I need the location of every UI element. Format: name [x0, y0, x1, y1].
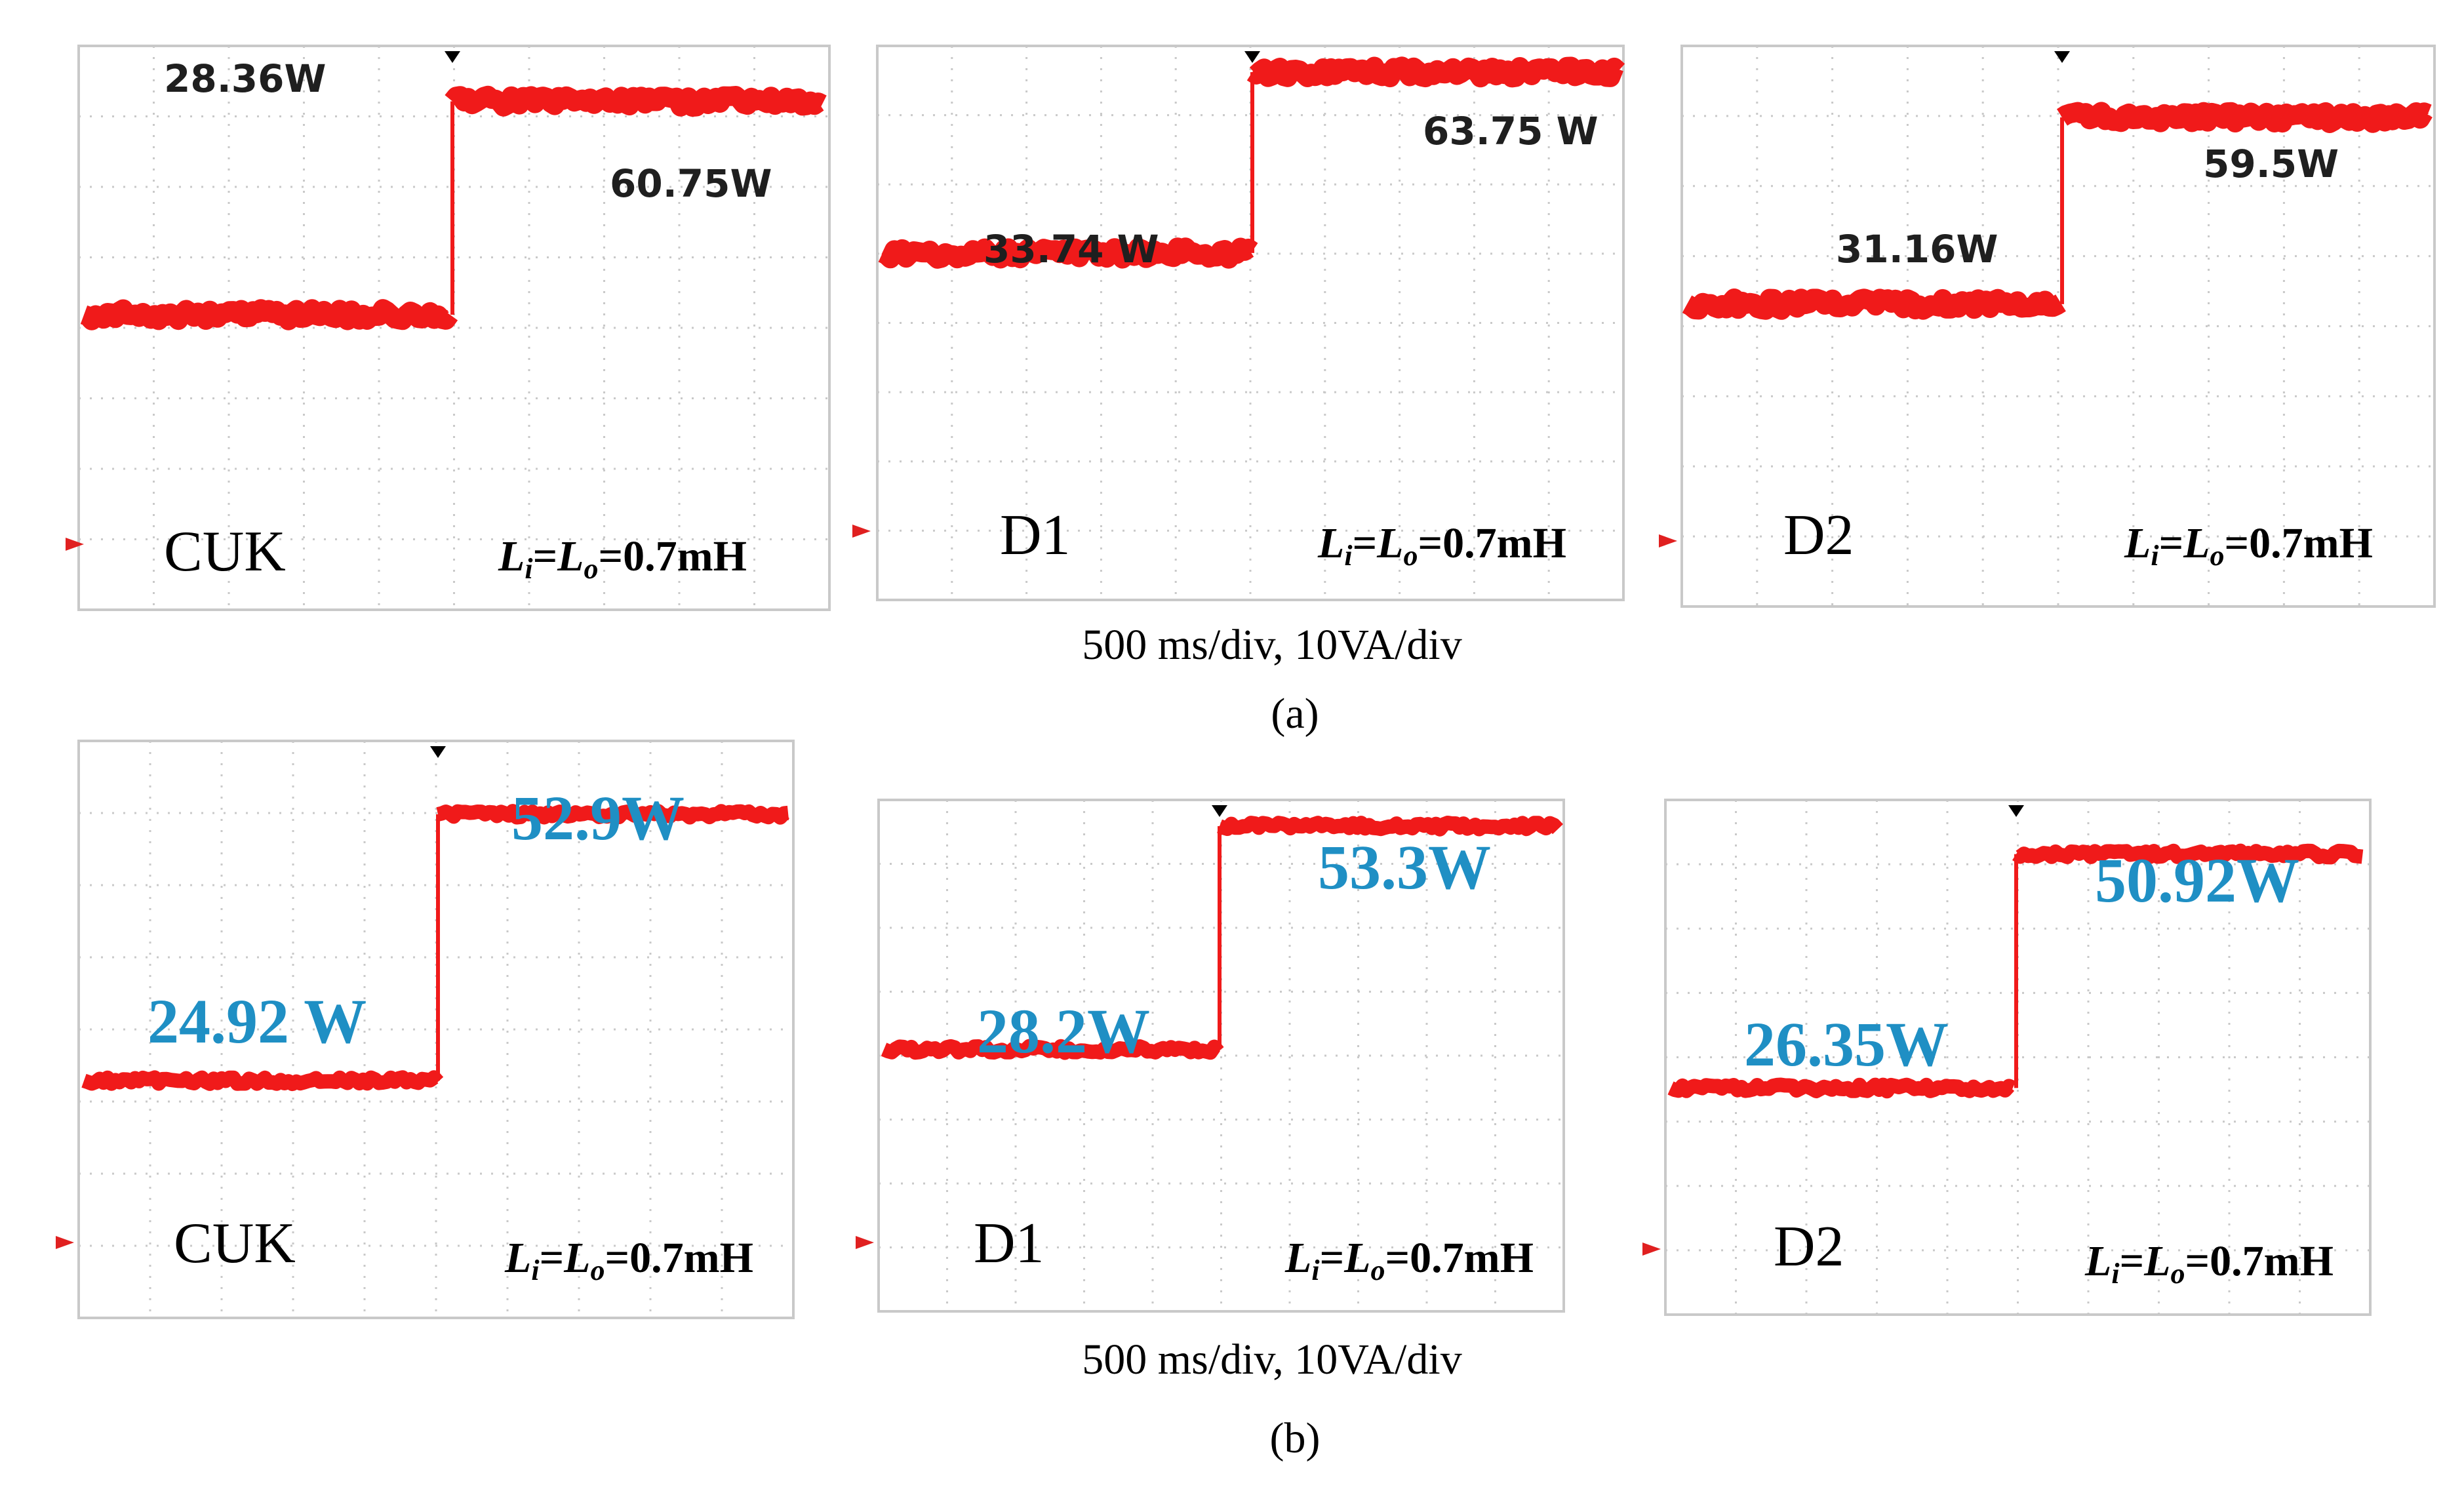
channel-marker-icon — [66, 538, 84, 551]
topology-label: D2 — [1783, 504, 1854, 567]
trace-after-step — [2012, 843, 2366, 865]
inductance-annotation: Li=Lo=0.7mH — [504, 1234, 753, 1286]
topology-label: CUK — [164, 520, 286, 584]
power-before-label: 33.74 W — [984, 227, 1159, 271]
inductance-annotation: Li=Lo=0.7mH — [498, 532, 747, 585]
trigger-marker-icon — [430, 746, 446, 758]
trigger-marker-icon — [1212, 805, 1227, 817]
scale-caption: 500 ms/div, 10VA/div — [1082, 1336, 1461, 1383]
inductance-annotation: Li=Lo=0.7mH — [2084, 1237, 2334, 1290]
scale-caption: 500 ms/div, 10VA/div — [1082, 621, 1461, 669]
subfigure-tag: (b) — [1270, 1414, 1321, 1462]
trace-before-step — [81, 1070, 444, 1092]
power-before-label: 28.2W — [977, 996, 1150, 1066]
inductance-annotation: Li=Lo=0.7mH — [1284, 1234, 1534, 1286]
channel-marker-icon — [1659, 534, 1677, 547]
channel-marker-icon — [856, 1236, 874, 1249]
oscillogram-panel-3: 31.16W 59.5W D2 Li=Lo=0.7mH — [1659, 45, 2436, 608]
power-after-label: 60.75W — [610, 161, 772, 206]
power-before-label: 28.36W — [164, 56, 326, 101]
subfigure-tag: (a) — [1271, 690, 1319, 738]
topology-label: D1 — [974, 1212, 1044, 1275]
topology-label: D1 — [1000, 504, 1071, 567]
oscillogram-panel-1: 28.36W 60.75W CUK Li=Lo=0.7mH — [66, 45, 831, 611]
channel-marker-icon — [56, 1236, 74, 1249]
trace-after-step — [1216, 816, 1563, 837]
channel-marker-icon — [852, 525, 871, 538]
trace-before-step — [881, 1039, 1224, 1060]
inductance-annotation: Li=Lo=0.7mH — [2124, 519, 2373, 572]
power-before-label: 24.92 W — [148, 986, 367, 1056]
oscillogram-panel-4: 24.92 W 52.9W CUK Li=Lo=0.7mH — [56, 740, 795, 1319]
power-after-label: 59.5W — [2203, 142, 2339, 186]
power-before-label: 31.16W — [1836, 227, 1998, 271]
topology-label: CUK — [174, 1212, 296, 1275]
oscillogram-panel-2: 33.74 W 63.75 W D1 Li=Lo=0.7mH — [852, 45, 1625, 601]
oscillogram-panel-5: 28.2W 53.3W D1 Li=Lo=0.7mH — [856, 799, 1565, 1313]
trace-after-step — [2056, 102, 2434, 133]
grid — [79, 46, 829, 610]
trigger-marker-icon — [1244, 51, 1260, 63]
power-after-label: 50.92W — [2095, 845, 2299, 915]
topology-label: D2 — [1774, 1215, 1844, 1279]
trigger-marker-icon — [2008, 805, 2024, 817]
trace-before-step — [877, 237, 1258, 269]
oscillogram-panel-6: 26.35W 50.92W D2 Li=Lo=0.7mH — [1642, 799, 2372, 1316]
power-after-label: 52.9W — [511, 783, 685, 853]
trigger-marker-icon — [445, 51, 460, 63]
trace-before-step — [1667, 1077, 2016, 1099]
trace-after-step — [445, 85, 828, 117]
channel-marker-icon — [1642, 1242, 1661, 1256]
trace-before-step — [78, 299, 458, 330]
power-after-label: 53.3W — [1318, 832, 1491, 902]
trace-before-step — [1681, 288, 2067, 320]
trace-after-step — [1246, 56, 1625, 88]
power-after-label: 63.75 W — [1423, 109, 1599, 153]
inductance-annotation: Li=Lo=0.7mH — [1317, 519, 1566, 572]
grid — [1682, 46, 2434, 606]
trace-after-step — [435, 804, 791, 825]
power-before-label: 26.35W — [1744, 1009, 1949, 1079]
trigger-marker-icon — [2054, 51, 2070, 63]
